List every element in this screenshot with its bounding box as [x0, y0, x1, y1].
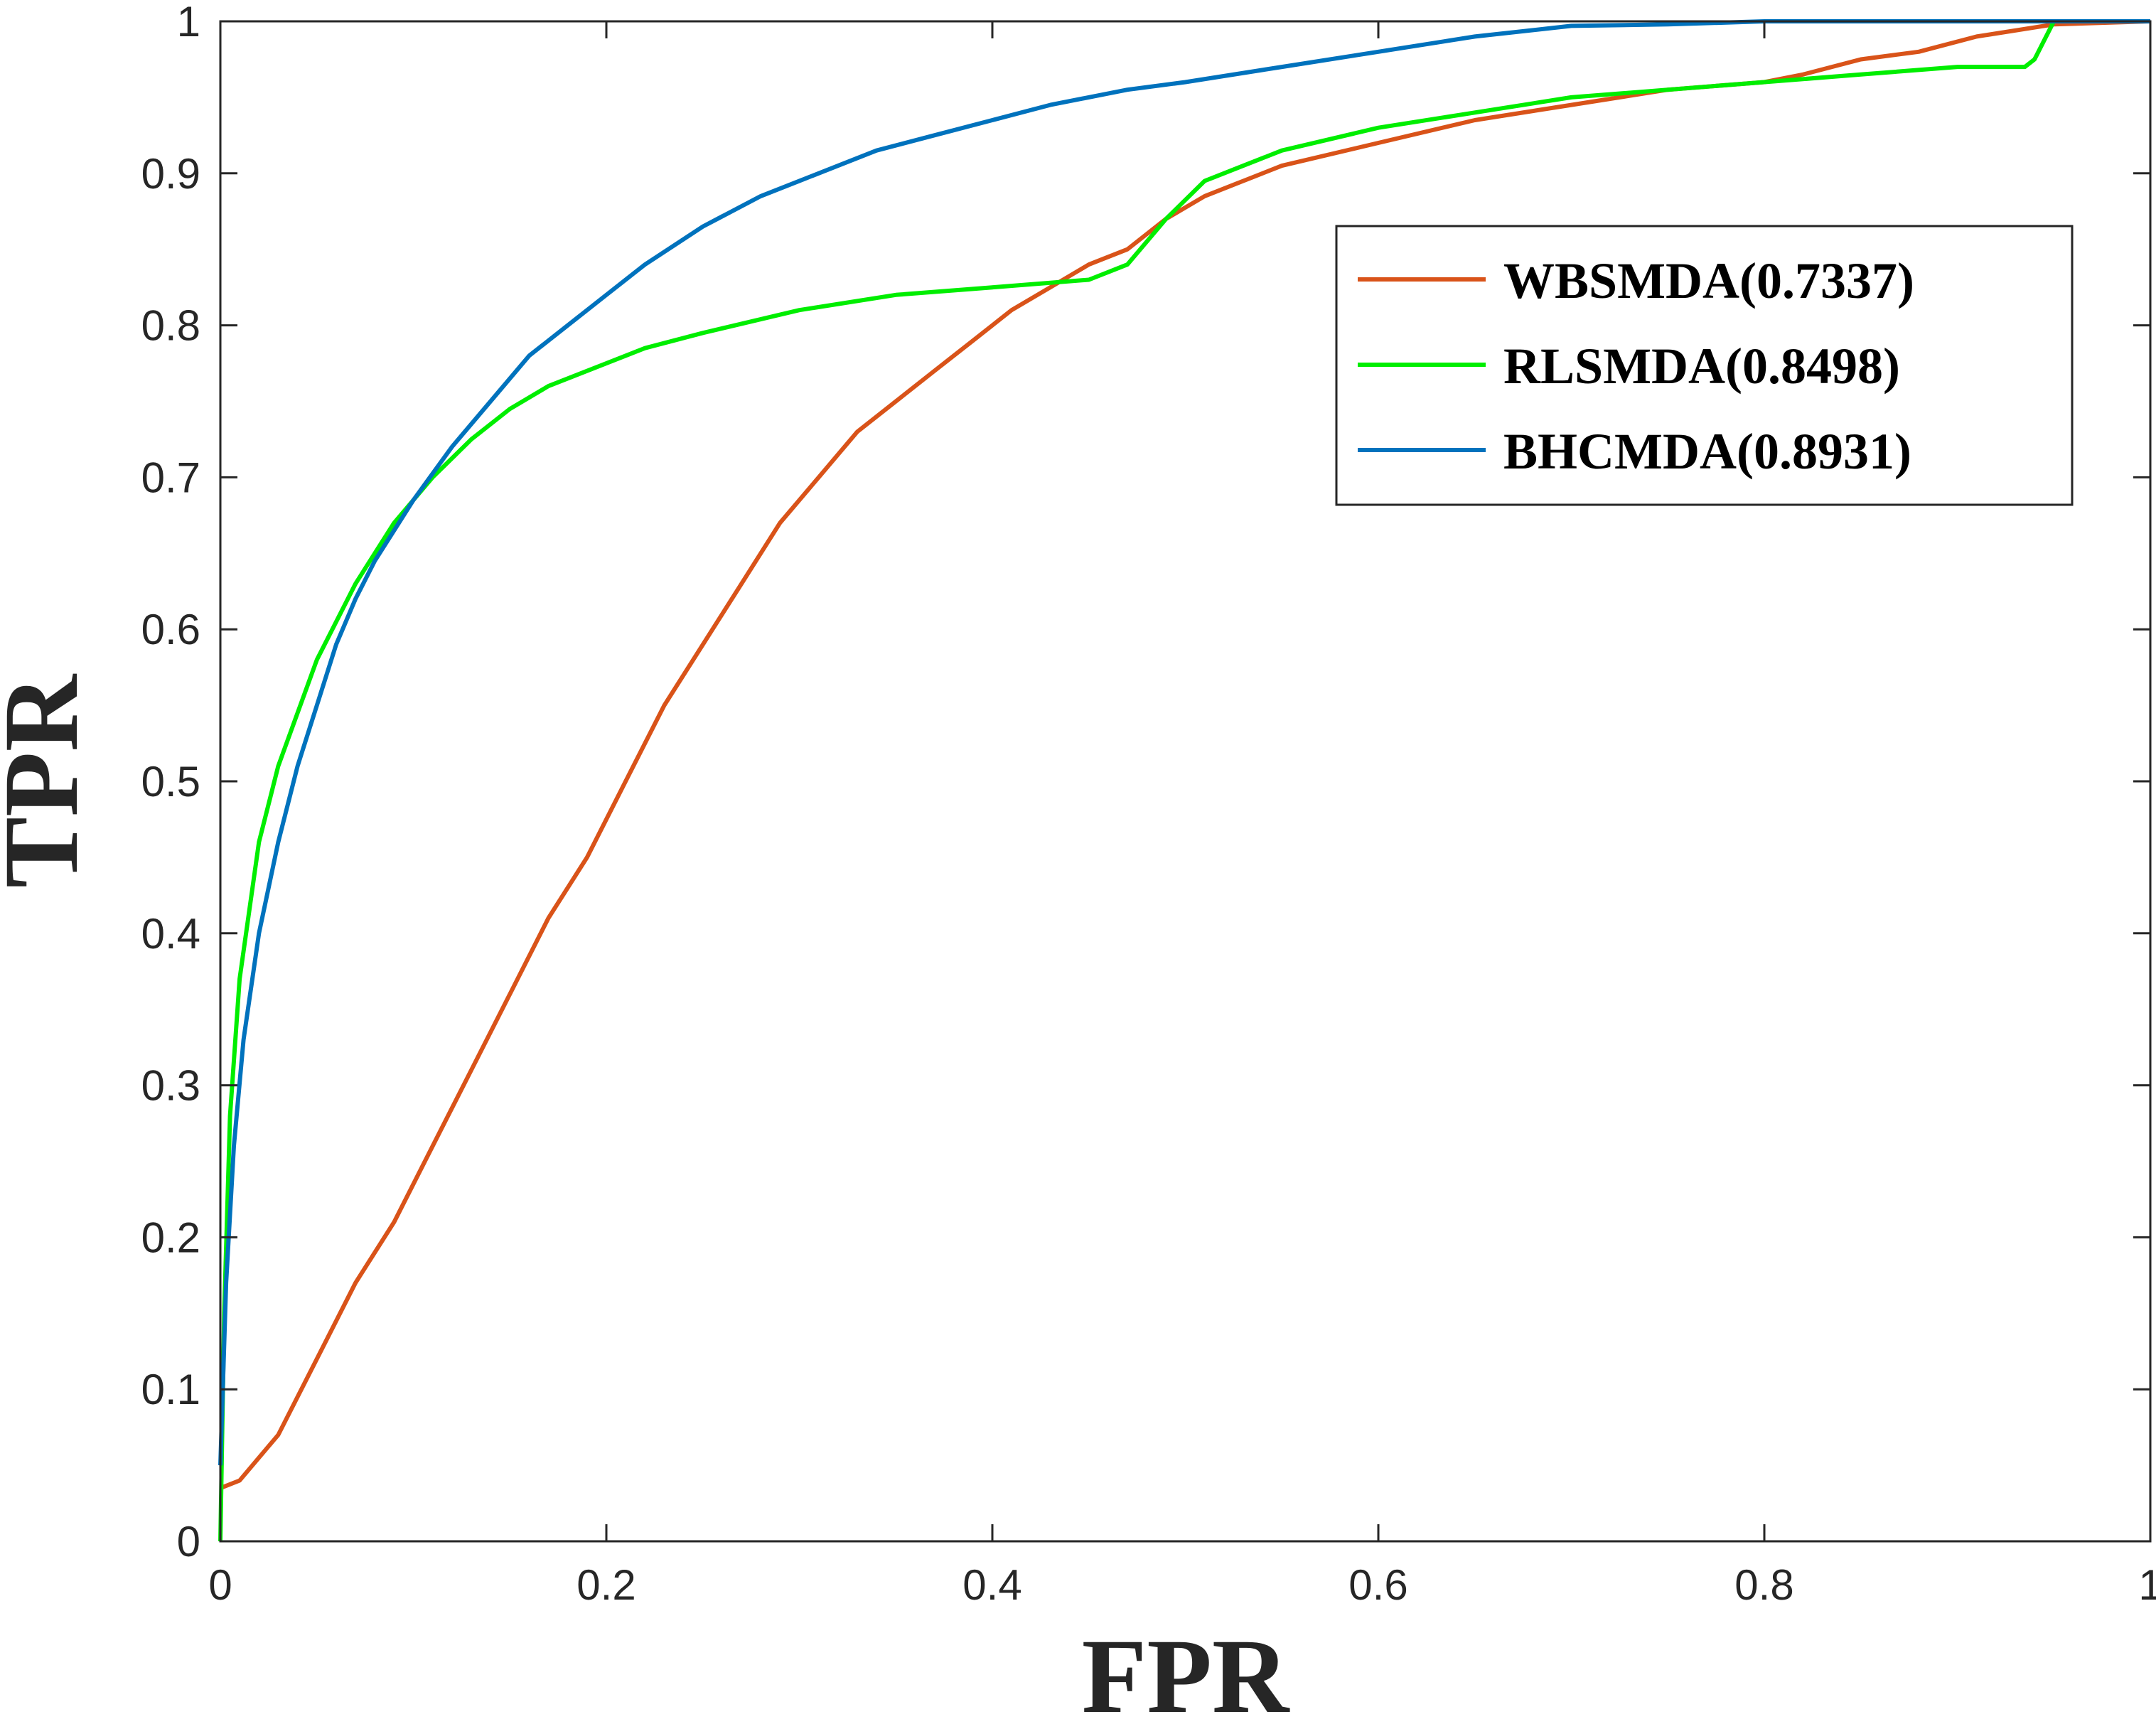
legend: WBSMDA(0.7337) RLSMDA(0.8498) BHCMDA(0.893… [1335, 225, 2074, 506]
y-tick-label: 0.7 [141, 454, 200, 501]
y-tick-label: 0.8 [141, 302, 200, 350]
y-axis-label: TPR [0, 673, 100, 888]
y-tick-label: 0.4 [141, 910, 200, 958]
tick-layer: 0 0.2 0.4 0.6 0.8 1 0 0.1 0.2 0.3 0.4 0.5 0.6 0.7 0.8 0… [141, 0, 2156, 1609]
legend-label: RLSMDA(0.8498) [1503, 338, 1900, 395]
y-tick-label: 0.2 [141, 1214, 200, 1261]
x-tick-label: 0 [208, 1561, 232, 1609]
x-axis-label: FPR [1082, 1617, 1290, 1724]
series-layer [218, 19, 2151, 1542]
x-tick-label: 0.4 [962, 1561, 1021, 1609]
y-tick-label: 0.3 [141, 1062, 200, 1110]
x-tick-label: 0.2 [576, 1561, 635, 1609]
series-line-2 [218, 19, 2150, 1542]
legend-label: BHCMDA(0.8931) [1503, 423, 1911, 480]
legend-items: WBSMDA(0.7337) RLSMDA(0.8498) BHCMDA(0.893… [1358, 252, 1914, 480]
legend-label: WBSMDA(0.7337) [1503, 252, 1914, 309]
x-tick-label: 0.6 [1348, 1561, 1407, 1609]
y-tick-label: 0 [177, 1518, 200, 1565]
x-tick-label: 1 [2138, 1561, 2156, 1609]
y-tick-label: 0.6 [141, 606, 200, 653]
x-tick-label: 0.8 [1734, 1561, 1793, 1609]
series-line-3 [218, 19, 2150, 1466]
y-tick-label: 0.5 [141, 758, 200, 805]
y-tick-label: 1 [177, 0, 200, 45]
y-tick-label: 0.1 [141, 1366, 200, 1413]
y-tick-label: 0.9 [141, 150, 200, 198]
